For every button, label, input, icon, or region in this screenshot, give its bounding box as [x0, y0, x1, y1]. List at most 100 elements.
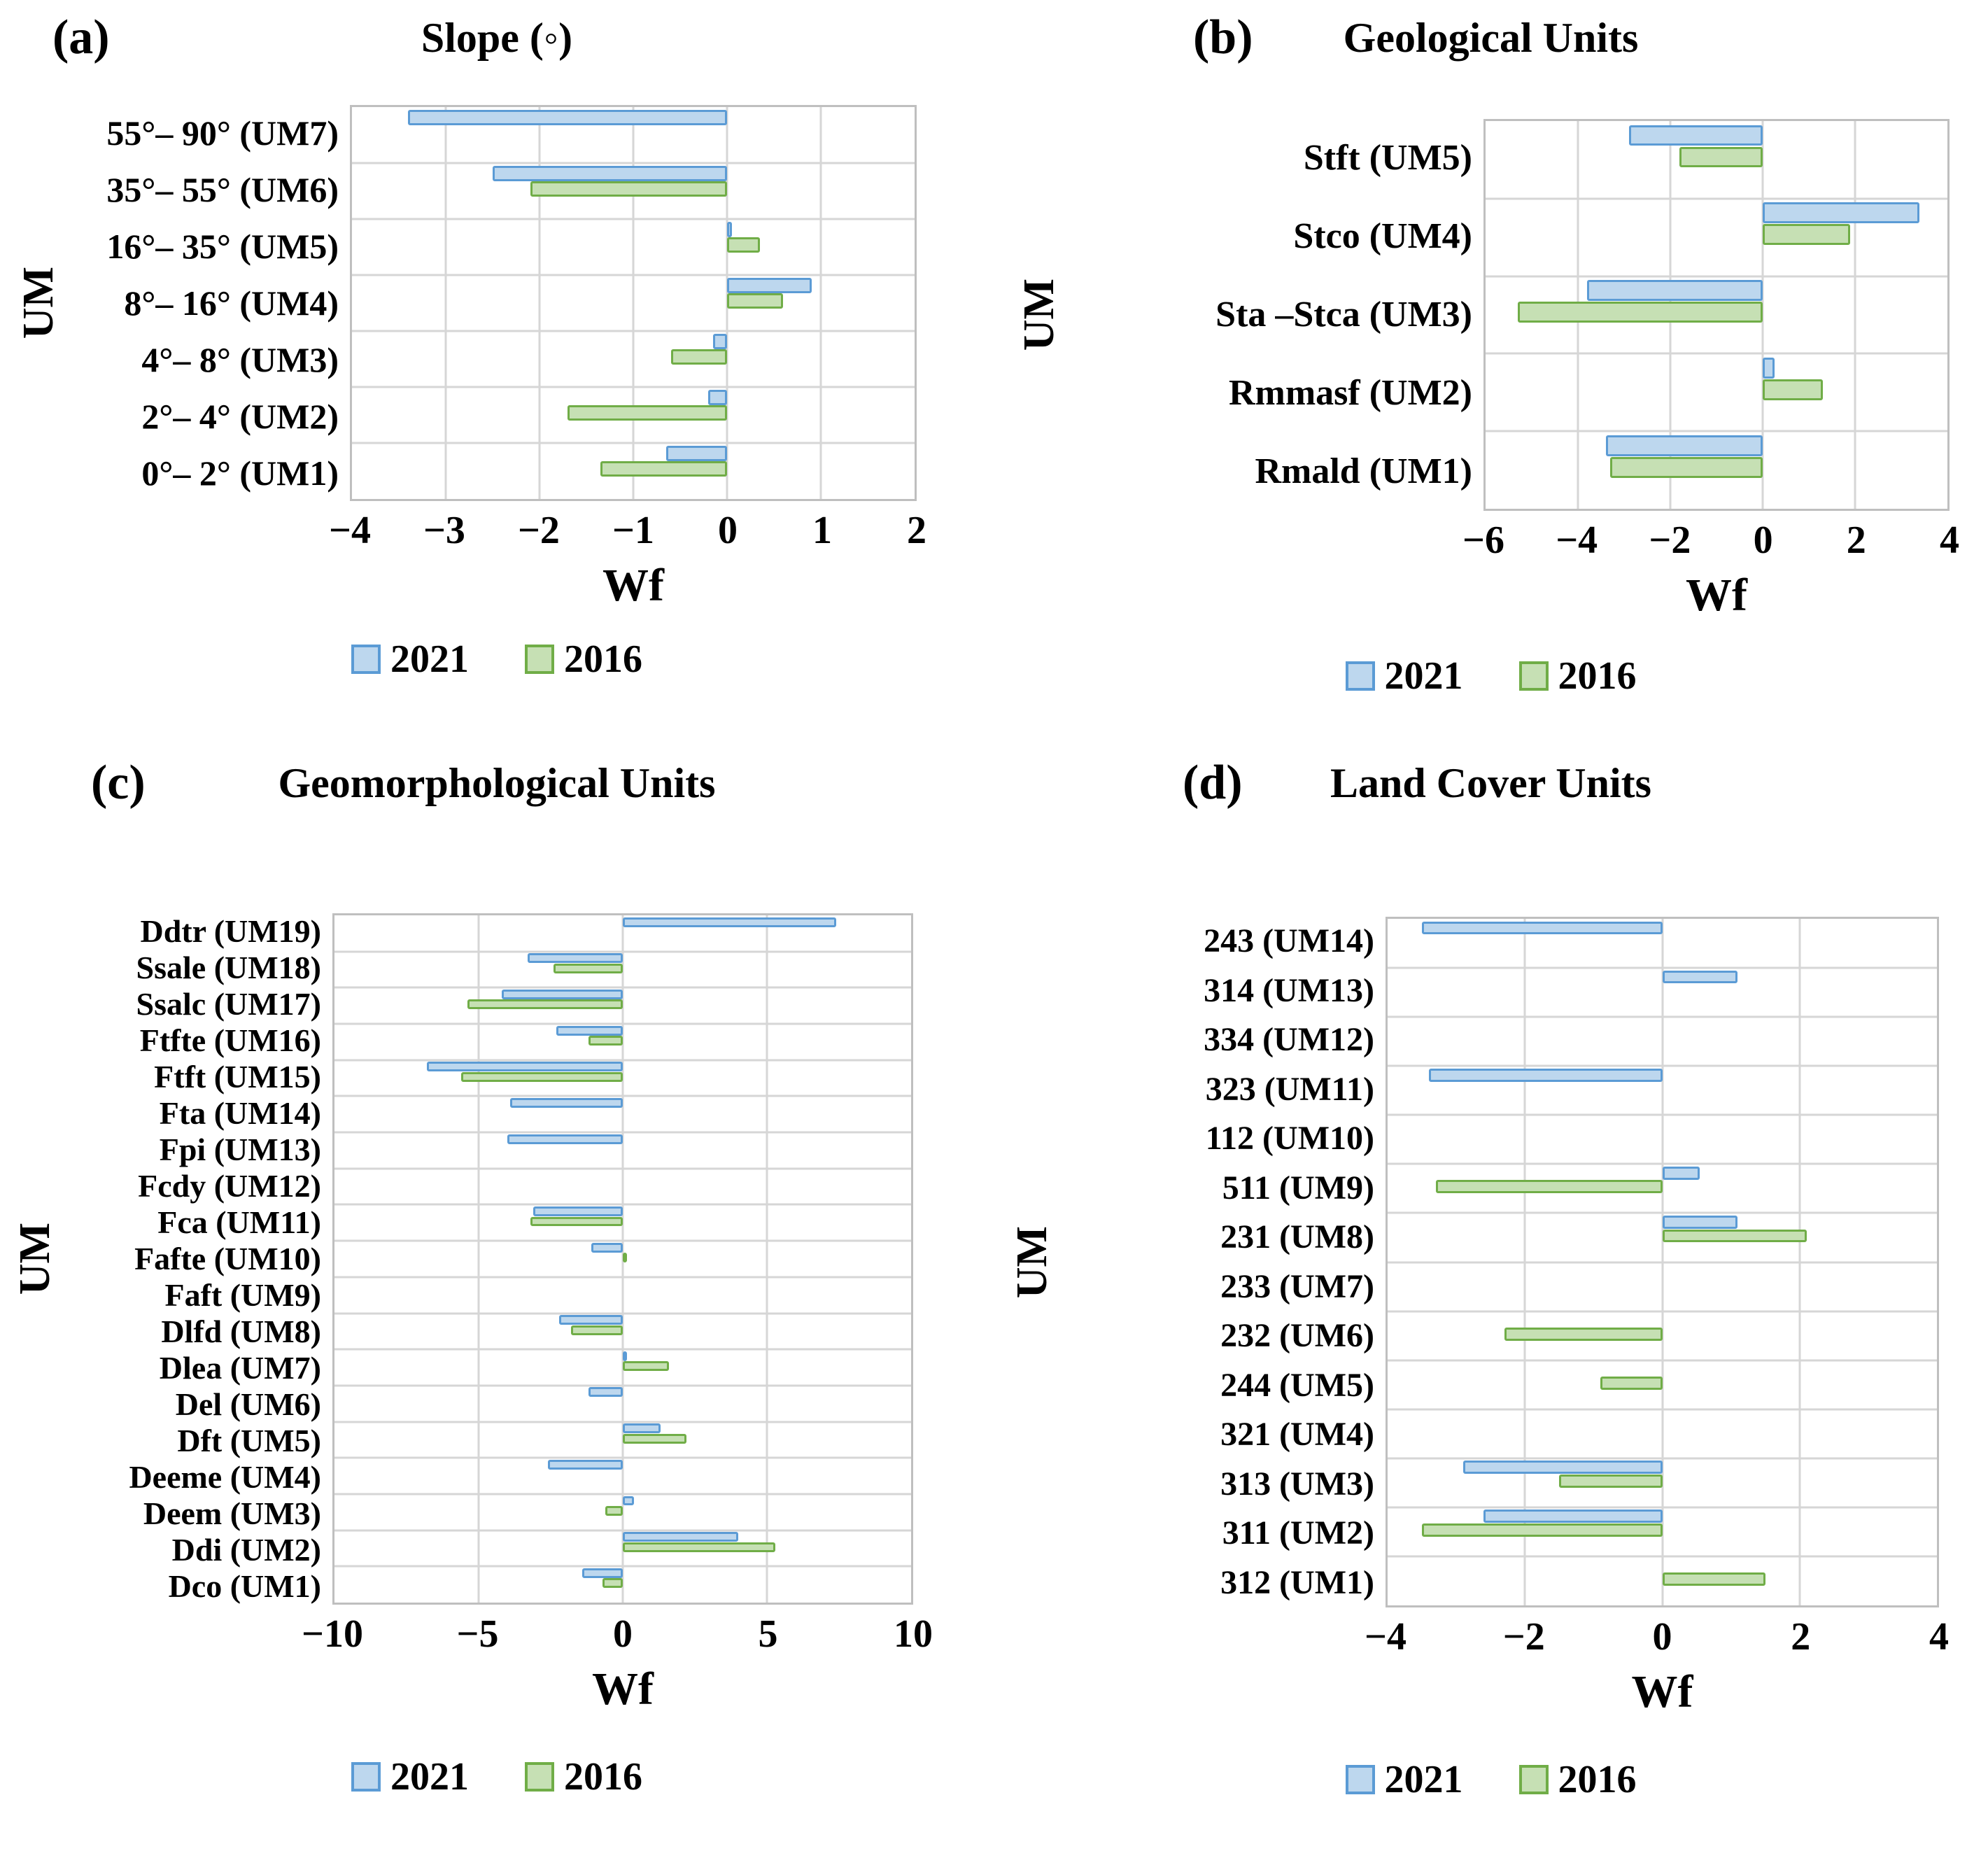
- category-label: Ddtr (UM19): [140, 913, 321, 949]
- legend-swatch-2016-icon: [1518, 661, 1549, 691]
- bar-2021: [623, 1351, 627, 1361]
- row-gridline: [352, 330, 915, 332]
- row-gridline: [1388, 966, 1937, 969]
- legend-label-2021: 2021: [1384, 1758, 1463, 1801]
- legend-swatch-2016-icon: [525, 645, 554, 674]
- row-gridline: [1486, 197, 1947, 200]
- y-axis-label: UM: [1015, 279, 1063, 351]
- panel-tag: (a): [52, 10, 110, 64]
- bar-2016: [568, 405, 727, 421]
- category-label: 4°– 8° (UM3): [141, 339, 339, 379]
- category-label: 314 (UM13): [1204, 971, 1374, 1009]
- x-tick-label: 0: [1753, 519, 1773, 562]
- row-gridline: [1486, 352, 1947, 355]
- bar-2021: [712, 334, 727, 349]
- bar-2021: [533, 1206, 623, 1216]
- x-axis-ticks: −6 −4 −2 0 2 4: [1462, 511, 1959, 572]
- bar-2016: [570, 1325, 623, 1335]
- row-gridline: [334, 1131, 911, 1134]
- bar-2016: [1422, 1523, 1663, 1537]
- category-label: Dlea (UM7): [159, 1350, 321, 1386]
- bar-2021: [507, 1134, 623, 1144]
- chart-row: UM 243 (UM14) 314 (UM13) 334 (UM12) 323 (UM…: [994, 917, 1988, 1607]
- x-axis-ticks: −4 −2 0 2 4: [1365, 1607, 1949, 1669]
- bar-2016: [600, 461, 727, 477]
- gridline: [1854, 121, 1856, 509]
- legend-item-2016: 2016: [1518, 654, 1637, 698]
- bar-2016: [623, 1433, 686, 1444]
- x-label-row: Wf: [0, 563, 994, 609]
- row-gridline: [334, 1493, 911, 1495]
- x-tick-label: 0: [1652, 1615, 1672, 1659]
- panel-header: (a) Slope (◦): [0, 0, 994, 98]
- bar-2021: [623, 1423, 661, 1434]
- x-axis-title: Wf: [602, 560, 664, 611]
- bar-2021: [623, 917, 836, 927]
- x-axis-title: Wf: [1686, 570, 1747, 621]
- bar-2016: [726, 237, 760, 253]
- bar-2016: [461, 1071, 623, 1082]
- legend: 2021 2016: [994, 1757, 1988, 1802]
- x-axis-title: Wf: [1631, 1666, 1693, 1717]
- panel-title: Slope (◦): [421, 15, 573, 61]
- row-gridline: [334, 1167, 911, 1170]
- row-gridline: [1388, 1162, 1937, 1165]
- panel-title: Geological Units: [1343, 15, 1639, 61]
- legend-label-2016: 2016: [564, 1755, 642, 1799]
- category-label: Ddi (UM2): [171, 1532, 321, 1568]
- category-label: Rmmasf (UM2): [1228, 373, 1472, 413]
- bar-2021: [547, 1459, 623, 1470]
- row-gridline: [334, 950, 911, 953]
- bar-2021: [726, 278, 812, 293]
- row-gridline: [334, 1276, 911, 1279]
- row-gridline: [334, 1456, 911, 1459]
- legend-swatch-2021-icon: [1345, 661, 1375, 691]
- x-tick-label: 2: [907, 509, 926, 552]
- x-tick-label: 10: [894, 1612, 933, 1656]
- bar-2021: [665, 446, 727, 461]
- bar-2021: [1662, 970, 1738, 984]
- bar-2016: [1662, 1572, 1765, 1586]
- bar-2021: [708, 390, 727, 405]
- axis-spacer: [0, 1605, 332, 1666]
- bar-2021: [623, 1495, 635, 1506]
- category-labels: Ddtr (UM19) Ssale (UM18) Ssalc (UM17) Ftfte…: [70, 913, 332, 1605]
- panel-tag: (b): [1193, 10, 1253, 64]
- bar-2016: [1559, 1474, 1663, 1488]
- bar-2016: [467, 999, 623, 1010]
- row-gridline: [334, 1239, 911, 1242]
- category-label: Dlfd (UM8): [161, 1314, 321, 1349]
- row-gridline: [352, 162, 915, 164]
- x-label-row: Wf: [994, 572, 1988, 619]
- bar-2016: [588, 1036, 623, 1046]
- row-gridline: [1388, 1310, 1937, 1313]
- legend-item-2016: 2016: [525, 637, 642, 682]
- panel-header: (d) Land Cover Units: [994, 735, 1988, 864]
- chart-row: UM Ddtr (UM19) Ssale (UM18) Ssalc (UM17) Ft…: [0, 913, 994, 1605]
- category-label: Del (UM6): [175, 1386, 321, 1422]
- category-label: Fafte (UM10): [134, 1241, 321, 1276]
- bar-2016: [1600, 1376, 1663, 1390]
- bar-2021: [582, 1568, 623, 1578]
- x-ticks-row: −6 −4 −2 0 2 4: [994, 511, 1988, 572]
- legend-swatch-2016-icon: [525, 1762, 554, 1792]
- axis-spacer: [0, 1666, 332, 1712]
- category-label: 0°– 2° (UM1): [141, 453, 339, 493]
- category-label: 55°– 90° (UM7): [106, 113, 339, 153]
- x-tick-label: −4: [1556, 519, 1598, 562]
- row-gridline: [1486, 430, 1947, 432]
- legend: 2021 2016: [994, 654, 1988, 698]
- category-label: 35°– 55° (UM6): [106, 170, 339, 210]
- bar-2021: [1662, 1166, 1700, 1180]
- category-label: Fca (UM11): [157, 1204, 321, 1240]
- bar-2021: [426, 1062, 623, 1072]
- category-label: Stco (UM4): [1293, 216, 1472, 256]
- category-label: Deeme (UM4): [129, 1459, 321, 1495]
- bar-2021: [559, 1315, 623, 1325]
- bar-2021: [1662, 1215, 1738, 1229]
- gridline: [444, 107, 447, 499]
- category-label: 8°– 16° (UM4): [124, 283, 339, 323]
- row-gridline: [1388, 1555, 1937, 1558]
- row-gridline: [1388, 1457, 1937, 1460]
- category-label: Faft (UM9): [164, 1277, 321, 1313]
